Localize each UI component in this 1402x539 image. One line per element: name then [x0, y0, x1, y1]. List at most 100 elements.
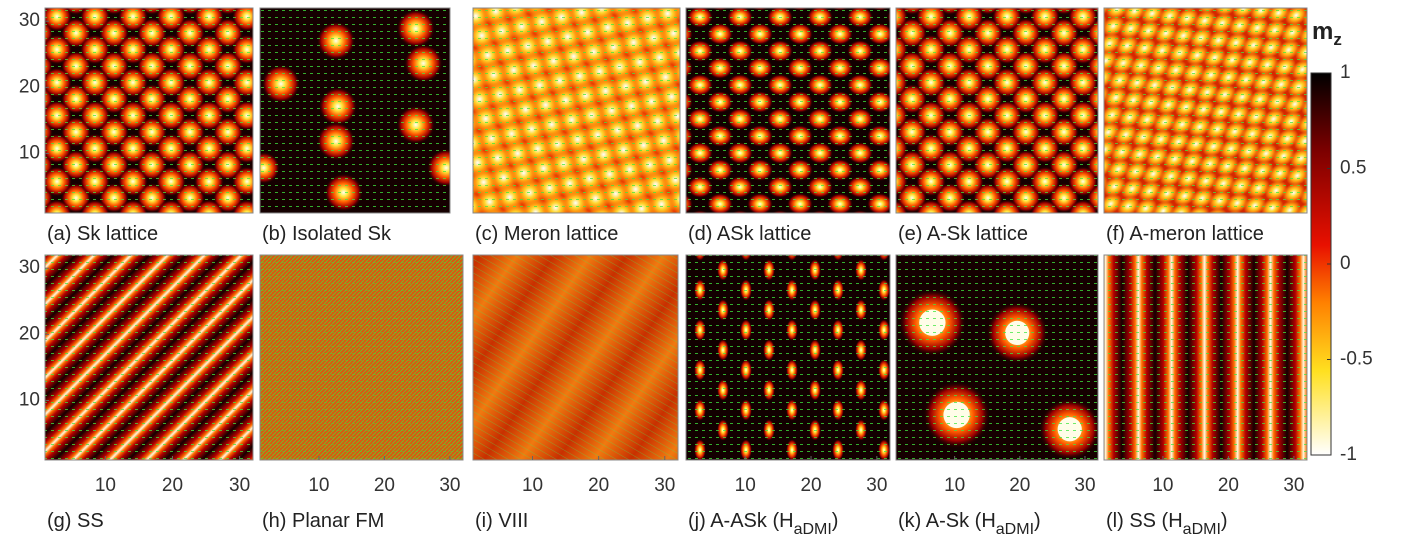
panel-label: (j) A-ASk (HaDMI)	[688, 510, 838, 538]
title-subscript: z	[1333, 30, 1342, 49]
page: {"panels": [ {"label": "(a) Sk lattice"}…	[0, 0, 1402, 539]
label-subscript: aDMI	[996, 521, 1034, 538]
label-end: )	[832, 510, 839, 532]
panel-image	[473, 255, 678, 460]
panel	[686, 8, 890, 213]
spin-arrows	[473, 8, 680, 213]
spin-arrows	[260, 255, 463, 460]
y-tick-label: 10	[19, 389, 40, 410]
panel-image	[896, 255, 1101, 460]
colorbar-tick-label: 0	[1340, 253, 1351, 274]
x-tick-label: 30	[866, 475, 887, 496]
panel-image	[45, 8, 253, 213]
x-tick-label: 30	[654, 475, 675, 496]
panel	[473, 8, 680, 213]
panel-image	[473, 8, 680, 213]
label-end: )	[1221, 510, 1228, 532]
label-text: (k) A-Sk (H	[898, 510, 996, 532]
label-end: )	[1034, 510, 1041, 532]
panel-label: (h) Planar FM	[262, 510, 384, 532]
panel	[1104, 255, 1307, 460]
panel-image	[260, 255, 463, 460]
label-subscript: aDMI	[1183, 521, 1221, 538]
x-tick-label: 10	[735, 475, 756, 496]
panel	[45, 8, 253, 213]
label-text: (f) A-meron lattice	[1106, 223, 1264, 245]
panel	[473, 255, 678, 460]
y-tick-label: 20	[19, 323, 40, 344]
panel-image	[1104, 8, 1307, 213]
panel-image	[686, 8, 890, 213]
x-tick-label: 30	[1283, 475, 1304, 496]
panel	[686, 255, 890, 460]
x-tick-label: 20	[1009, 475, 1030, 496]
colorbar-tick-label: 1	[1340, 62, 1351, 83]
spin-arrows	[260, 8, 450, 213]
panel-label: (k) A-Sk (HaDMI)	[898, 510, 1041, 538]
title-text: m	[1312, 18, 1333, 45]
label-text: (j) A-ASk (H	[688, 510, 794, 532]
y-tick-label: 30	[19, 257, 40, 278]
x-tick-label: 20	[374, 475, 395, 496]
panel-label: (f) A-meron lattice	[1106, 223, 1264, 245]
colorbar-tick-label: -0.5	[1340, 349, 1373, 370]
x-tick-label: 20	[800, 475, 821, 496]
panel-label: (d) ASk lattice	[688, 223, 811, 245]
panel	[896, 255, 1101, 460]
panel-image	[686, 255, 890, 460]
panel	[45, 255, 253, 460]
label-text: (e) A-Sk lattice	[898, 223, 1028, 245]
spin-arrows	[1104, 255, 1307, 460]
spin-arrows	[45, 8, 253, 213]
x-tick-label: 20	[162, 475, 183, 496]
panel-image	[896, 8, 1098, 213]
label-text: (d) ASk lattice	[688, 223, 811, 245]
y-tick-label: 30	[19, 10, 40, 31]
panel-image	[45, 255, 253, 460]
x-tick-label: 10	[95, 475, 116, 496]
y-tick-label: 20	[19, 76, 40, 97]
spin-arrows	[473, 255, 678, 460]
y-tick-label: 10	[19, 142, 40, 163]
x-tick-label: 30	[439, 475, 460, 496]
spin-arrows	[45, 255, 253, 460]
label-subscript: aDMI	[794, 521, 832, 538]
panel-image	[1104, 255, 1307, 460]
panel	[248, 8, 466, 213]
x-tick-label: 10	[1152, 475, 1173, 496]
panel-image	[248, 8, 466, 213]
panel-label: (e) A-Sk lattice	[898, 223, 1028, 245]
spin-arrows	[1104, 8, 1307, 213]
label-text: (g) SS	[47, 510, 104, 532]
label-text: (l) SS (H	[1106, 510, 1183, 532]
panel	[896, 8, 1098, 213]
panel-label: (g) SS	[47, 510, 104, 532]
x-tick-label: 10	[308, 475, 329, 496]
x-tick-label: 10	[944, 475, 965, 496]
panel-label: (a) Sk lattice	[47, 223, 158, 245]
spin-arrows	[686, 8, 890, 213]
colorbar-title: mz	[1312, 18, 1342, 49]
x-tick-label: 10	[522, 475, 543, 496]
label-text: (b) Isolated Sk	[262, 223, 392, 245]
panel	[260, 255, 463, 460]
colorbar-tick-label: 0.5	[1340, 158, 1366, 179]
label-text: (i) VIII	[475, 510, 528, 532]
x-tick-label: 30	[229, 475, 250, 496]
label-text: (a) Sk lattice	[47, 223, 158, 245]
colorbar-tick-label: -1	[1340, 444, 1357, 465]
label-text: (c) Meron lattice	[475, 223, 618, 245]
panel-label: (i) VIII	[475, 510, 528, 532]
figure: (a) Sk lattice102030(b) Isolated Sk(c) M…	[0, 0, 1402, 539]
panel	[1104, 8, 1307, 213]
panel-label: (b) Isolated Sk	[262, 223, 392, 245]
spin-arrows	[896, 255, 1098, 460]
x-tick-label: 20	[588, 475, 609, 496]
label-text: (h) Planar FM	[262, 510, 384, 532]
x-tick-label: 30	[1074, 475, 1095, 496]
panel-label: (l) SS (HaDMI)	[1106, 510, 1228, 538]
x-tick-label: 20	[1218, 475, 1239, 496]
spin-arrows	[896, 8, 1098, 213]
panel-label: (c) Meron lattice	[475, 223, 618, 245]
spin-arrows	[686, 255, 890, 460]
